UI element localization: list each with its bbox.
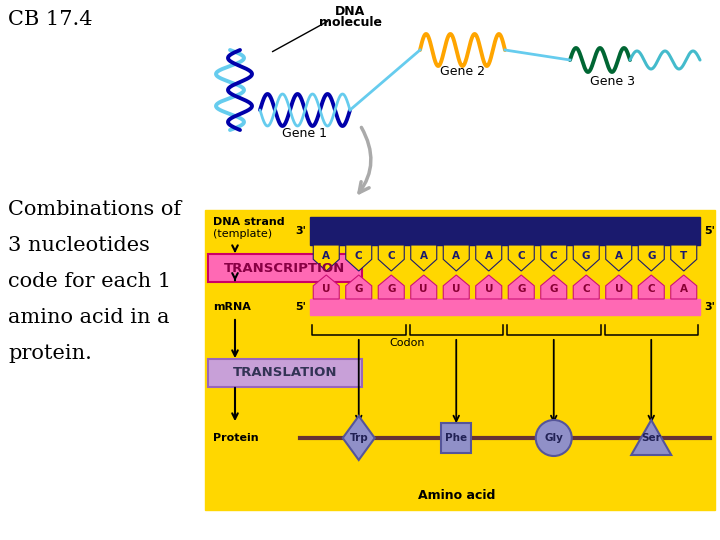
Text: Gene 1: Gene 1 <box>282 127 328 140</box>
Text: A: A <box>485 251 492 261</box>
Text: TRANSLATION: TRANSLATION <box>233 367 337 380</box>
Text: C: C <box>647 284 655 294</box>
Text: 3': 3' <box>295 226 306 236</box>
Polygon shape <box>606 245 631 271</box>
FancyBboxPatch shape <box>208 254 362 282</box>
Polygon shape <box>476 275 502 299</box>
Text: 5': 5' <box>295 302 306 312</box>
Text: TRANSCRIPTION: TRANSCRIPTION <box>225 261 346 274</box>
Text: C: C <box>582 284 590 294</box>
Polygon shape <box>343 416 374 460</box>
Polygon shape <box>508 245 534 271</box>
Text: Amino acid: Amino acid <box>418 489 495 502</box>
Text: Protein: Protein <box>213 433 258 443</box>
Polygon shape <box>313 245 339 271</box>
Text: 3 nucleotides: 3 nucleotides <box>8 236 150 255</box>
Polygon shape <box>378 245 404 271</box>
Polygon shape <box>508 275 534 299</box>
Polygon shape <box>671 275 697 299</box>
FancyBboxPatch shape <box>205 210 715 510</box>
Text: A: A <box>420 251 428 261</box>
Text: G: G <box>387 284 395 294</box>
Text: U: U <box>322 284 330 294</box>
Polygon shape <box>410 245 437 271</box>
Text: U: U <box>614 284 623 294</box>
Polygon shape <box>606 275 631 299</box>
Text: DNA: DNA <box>335 5 365 18</box>
Text: Gene 3: Gene 3 <box>590 75 635 88</box>
Text: 3': 3' <box>704 302 715 312</box>
FancyBboxPatch shape <box>310 217 700 245</box>
Text: A: A <box>615 251 623 261</box>
Text: 5': 5' <box>704 226 715 236</box>
Text: C: C <box>518 251 525 261</box>
Polygon shape <box>631 420 671 455</box>
Text: molecule: molecule <box>318 16 382 29</box>
Text: G: G <box>582 251 590 261</box>
Text: Codon: Codon <box>390 338 426 348</box>
Text: G: G <box>549 284 558 294</box>
Text: A: A <box>452 251 460 261</box>
Polygon shape <box>346 245 372 271</box>
Text: code for each 1: code for each 1 <box>8 272 171 291</box>
FancyBboxPatch shape <box>310 299 700 315</box>
Text: G: G <box>354 284 363 294</box>
Text: Gly: Gly <box>544 433 563 443</box>
FancyArrowPatch shape <box>359 127 371 193</box>
Text: U: U <box>452 284 461 294</box>
Polygon shape <box>410 275 437 299</box>
Text: CB 17.4: CB 17.4 <box>8 10 92 29</box>
Polygon shape <box>313 275 339 299</box>
Text: C: C <box>355 251 363 261</box>
Text: Gene 2: Gene 2 <box>441 65 485 78</box>
Polygon shape <box>541 275 567 299</box>
Polygon shape <box>671 245 697 271</box>
Text: U: U <box>485 284 493 294</box>
Text: G: G <box>517 284 526 294</box>
Polygon shape <box>573 245 599 271</box>
Polygon shape <box>444 245 469 271</box>
Text: Combinations of: Combinations of <box>8 200 181 219</box>
Text: A: A <box>323 251 330 261</box>
Polygon shape <box>444 275 469 299</box>
Text: Ser: Ser <box>642 433 661 443</box>
Polygon shape <box>638 275 665 299</box>
Polygon shape <box>638 245 665 271</box>
Polygon shape <box>541 245 567 271</box>
Polygon shape <box>476 245 502 271</box>
Polygon shape <box>346 275 372 299</box>
Text: C: C <box>387 251 395 261</box>
Text: protein.: protein. <box>8 344 92 363</box>
Text: G: G <box>647 251 655 261</box>
Text: Phe: Phe <box>445 433 467 443</box>
Polygon shape <box>378 275 404 299</box>
Text: mRNA: mRNA <box>213 302 251 312</box>
Text: DNA strand: DNA strand <box>213 217 284 227</box>
Text: A: A <box>680 284 688 294</box>
Text: C: C <box>550 251 557 261</box>
Polygon shape <box>573 275 599 299</box>
Text: (template): (template) <box>213 229 272 239</box>
FancyBboxPatch shape <box>208 359 362 387</box>
Text: amino acid in a: amino acid in a <box>8 308 169 327</box>
Text: U: U <box>420 284 428 294</box>
Text: T: T <box>680 251 688 261</box>
Circle shape <box>536 420 572 456</box>
FancyBboxPatch shape <box>441 423 472 453</box>
Text: Trp: Trp <box>349 433 368 443</box>
